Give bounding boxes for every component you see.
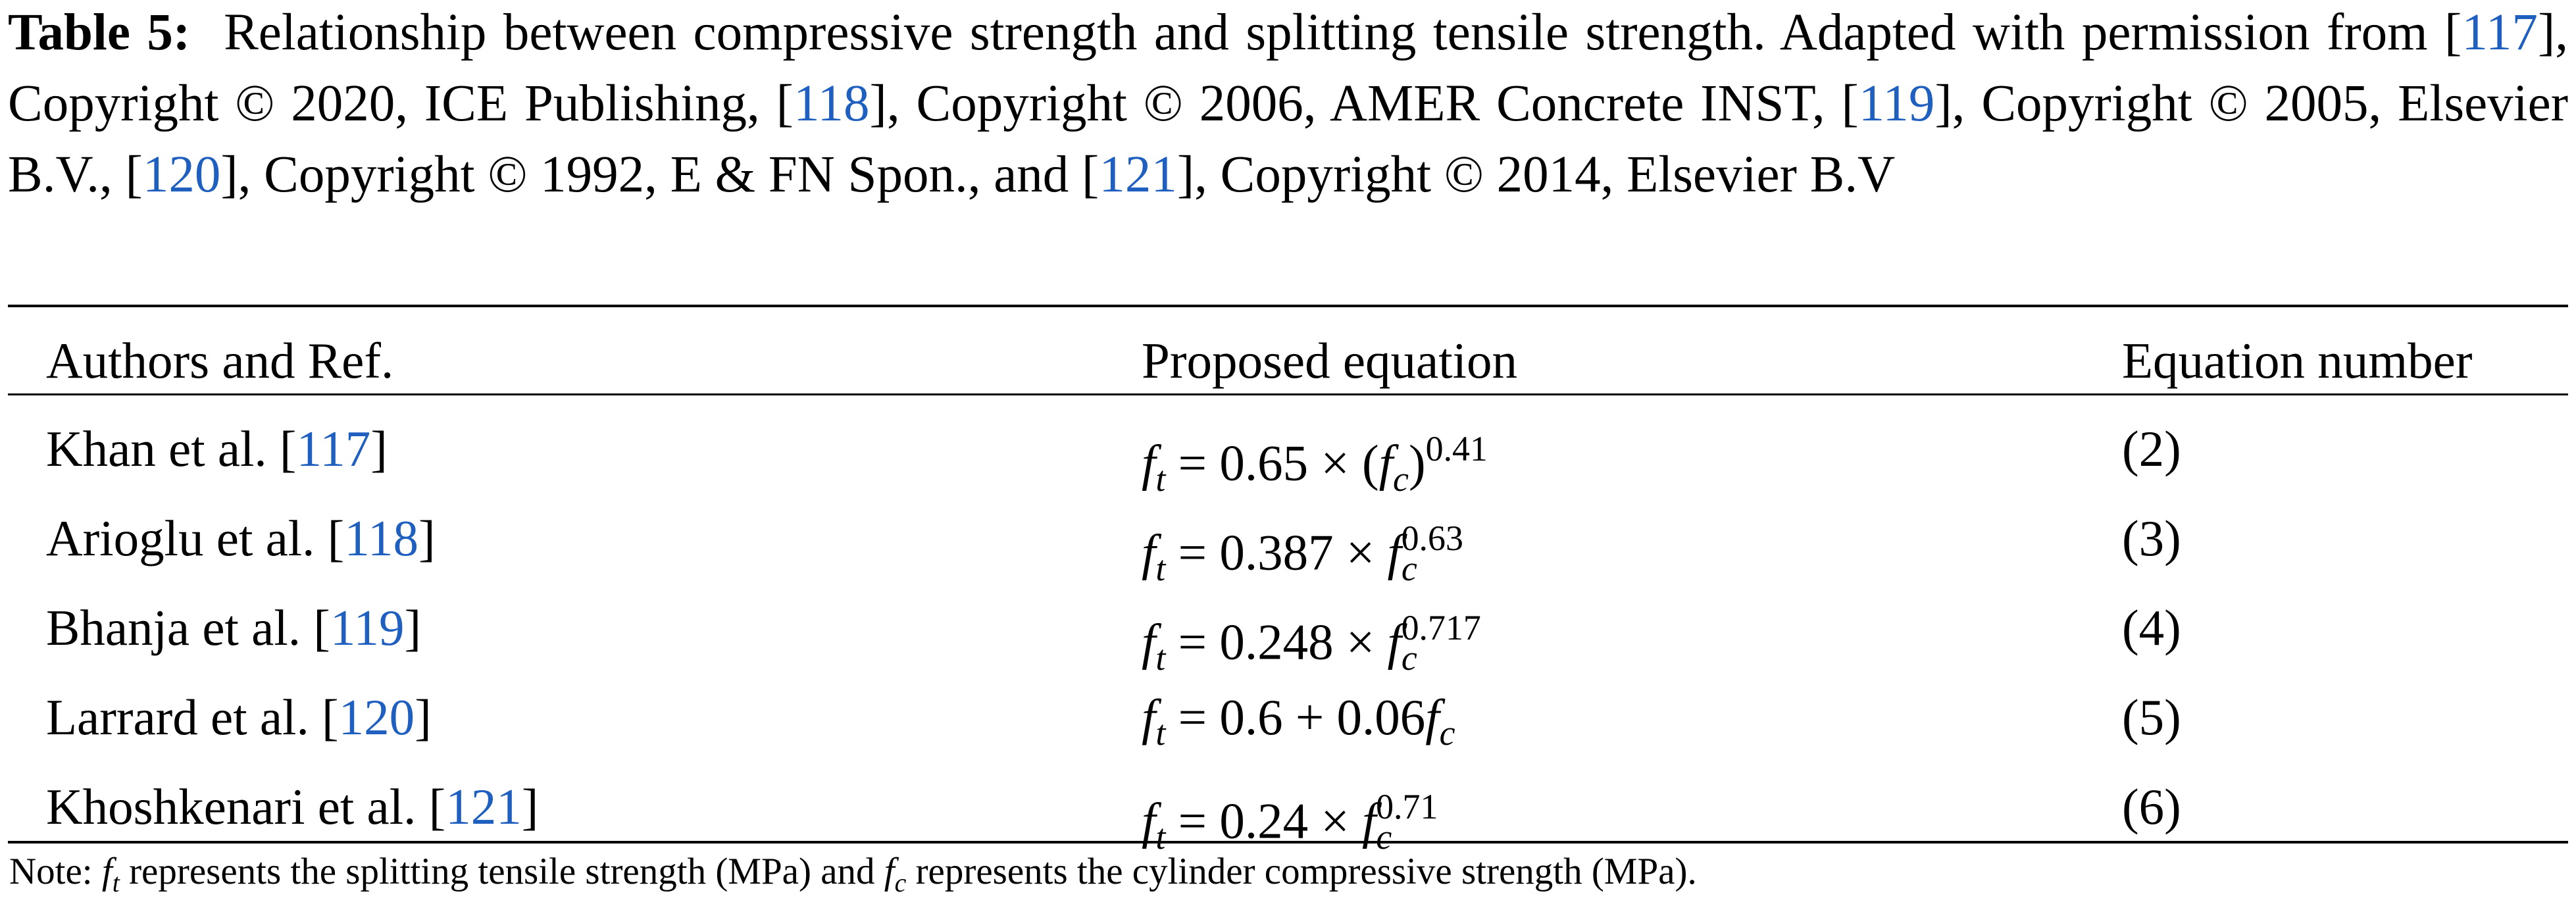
text-segment: f — [1142, 613, 1156, 670]
reference-link[interactable]: 121 — [445, 778, 522, 835]
equation-number: (5) — [2122, 689, 2181, 745]
text-segment: = 0.387 × — [1165, 524, 1388, 581]
text-segment: ] — [370, 420, 388, 477]
text-segment: Relationship between compressive strengt… — [190, 4, 2462, 61]
equation-number: (2) — [2122, 420, 2181, 477]
column-header: Proposed equation — [1142, 332, 1517, 389]
text-segment: f — [1387, 524, 1402, 581]
text-segment: represents the splitting tensile strengt… — [119, 851, 884, 892]
text-segment: ], Copyright © 2020, ICE Publishing, [ — [8, 4, 2568, 132]
text-segment: f — [1142, 434, 1156, 491]
column-header: Authors and Ref. — [46, 332, 394, 389]
reference-link[interactable]: 120 — [338, 689, 415, 745]
text-segment: 0.63 — [1401, 518, 1463, 558]
table-note: Note: ft represents the splitting tensil… — [9, 849, 1697, 906]
text-segment: ] — [404, 599, 422, 656]
text-segment: t — [1155, 713, 1166, 753]
top-rule — [8, 305, 2568, 307]
equation-number: (6) — [2122, 778, 2181, 835]
text-segment: Khan et al. [ — [46, 420, 297, 477]
text-segment: Table 5: — [8, 4, 191, 61]
reference-link[interactable]: 119 — [1858, 75, 1935, 132]
equation-cell: ft = 0.24 × fc0.71 — [1142, 774, 1438, 870]
text-segment: ) — [1408, 434, 1426, 491]
text-segment: t — [112, 867, 120, 897]
text-segment: = 0.65 × ( — [1165, 434, 1379, 491]
text-segment: ], Copyright © 2014, Elsevier B.V — [1176, 146, 1896, 203]
text-segment: Note: — [9, 851, 102, 892]
equation-number: (3) — [2122, 510, 2181, 566]
text-segment: Bhanja et al. [ — [46, 599, 330, 656]
text-segment: f — [1362, 792, 1376, 849]
text-segment: 0.71 — [1376, 787, 1438, 826]
author-cell: Larrard et al. [120] — [46, 684, 432, 750]
text-segment: = 0.6 + 0.06 — [1165, 689, 1426, 745]
text-segment: t — [1155, 548, 1166, 588]
text-segment: = 0.248 × — [1165, 613, 1388, 670]
text-segment: Khoshkenari et al. [ — [46, 778, 446, 835]
reference-link[interactable]: 121 — [1099, 146, 1177, 203]
reference-link[interactable]: 119 — [330, 599, 405, 656]
text-segment: f — [1387, 613, 1402, 670]
text-segment: ] — [415, 689, 432, 745]
text-segment: c — [1393, 459, 1409, 499]
text-segment: f — [1425, 689, 1440, 745]
text-segment: Larrard et al. [ — [46, 689, 339, 745]
bottom-rule — [8, 841, 2568, 843]
text-segment: f — [884, 851, 895, 892]
text-segment: ] — [521, 778, 539, 835]
text-segment: f — [1378, 434, 1394, 491]
reference-link[interactable]: 117 — [296, 420, 371, 477]
text-segment: Arioglu et al. [ — [46, 510, 345, 566]
equation-cell: ft = 0.6 + 0.06fc — [1142, 684, 1455, 766]
text-segment: f — [1142, 792, 1156, 849]
text-segment: f — [1142, 689, 1156, 745]
text-segment: c — [1401, 548, 1417, 588]
text-segment: t — [1155, 638, 1166, 678]
equation-number: (4) — [2122, 599, 2181, 656]
text-segment: c — [894, 867, 907, 897]
text-segment: c — [1401, 638, 1417, 678]
equation-cell: ft = 0.65 × (fc)0.41 — [1142, 416, 1488, 512]
text-segment: f — [1142, 524, 1156, 581]
table-caption: Table 5: Relationship between compressiv… — [8, 0, 2568, 211]
text-segment: = 0.24 × — [1165, 792, 1362, 849]
reference-link[interactable]: 118 — [793, 75, 870, 132]
reference-link[interactable]: 120 — [142, 146, 221, 203]
reference-link[interactable]: 118 — [344, 510, 418, 566]
text-segment: c — [1376, 817, 1392, 857]
text-segment: c — [1439, 713, 1455, 753]
text-segment: 0.41 — [1425, 429, 1488, 468]
text-segment: t — [1155, 817, 1166, 857]
text-segment: ], Copyright © 2005, Elsevier B.V., [ — [8, 75, 2569, 203]
text-segment: ], Copyright © 1992, E & FN Spon., and [ — [220, 146, 1099, 203]
header-rule — [8, 393, 2568, 395]
text-segment: ], Copyright © 2006, AMER Concrete INST,… — [869, 75, 1859, 132]
reference-link[interactable]: 117 — [2462, 4, 2538, 61]
text-segment: 0.717 — [1401, 608, 1481, 647]
author-cell: Bhanja et al. [119] — [46, 595, 421, 661]
text-segment: t — [1155, 459, 1166, 499]
equation-cell: ft = 0.387 × fc0.63 — [1142, 505, 1463, 601]
author-cell: Arioglu et al. [118] — [46, 505, 436, 571]
author-cell: Khoshkenari et al. [121] — [46, 774, 538, 840]
text-segment: ] — [418, 510, 436, 566]
author-cell: Khan et al. [117] — [46, 416, 388, 482]
equation-cell: ft = 0.248 × fc0.717 — [1142, 595, 1481, 691]
column-header: Equation number — [2122, 332, 2473, 389]
text-segment: represents the cylinder compressive stre… — [906, 851, 1697, 892]
text-segment: f — [101, 851, 113, 892]
